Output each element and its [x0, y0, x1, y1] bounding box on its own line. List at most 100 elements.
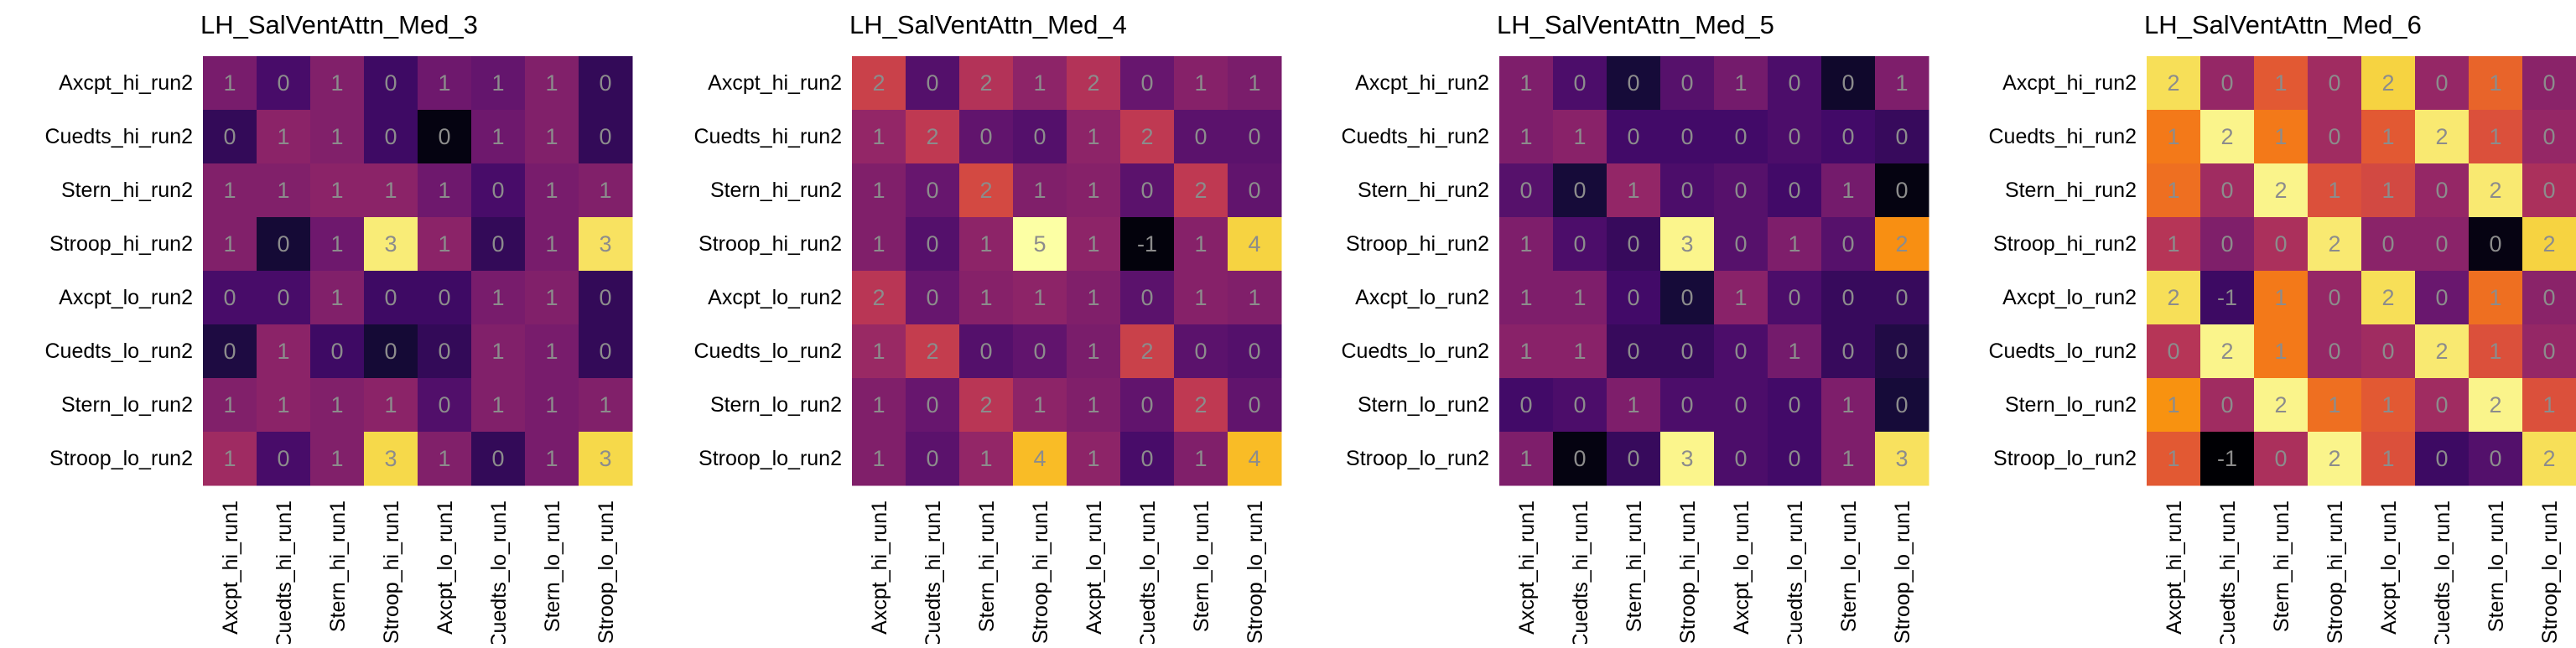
heatmap-cell — [2200, 110, 2255, 164]
cell-value-label: 0 — [1841, 231, 1854, 257]
cell-value-label: 0 — [599, 339, 611, 364]
cell-value-label: 0 — [1734, 231, 1747, 257]
heatmap-cell — [959, 217, 1014, 272]
cell-value-label: 0 — [1140, 178, 1153, 203]
y-tick-label: Axcpt_hi_run2 — [2002, 71, 2137, 95]
y-tick-label: Stern_lo_run2 — [2005, 393, 2137, 417]
heatmap-cell — [1553, 56, 1607, 111]
cell-value-label: 0 — [491, 231, 504, 257]
cell-value-label: 0 — [1573, 178, 1586, 203]
cell-value-label: 1 — [1087, 392, 1099, 417]
heatmap-cell — [1228, 163, 1282, 218]
heatmap-cell — [2361, 110, 2416, 164]
heatmap-cell — [1607, 378, 1661, 433]
cell-value-label: 2 — [2220, 339, 2233, 364]
heatmap-cell — [2254, 110, 2309, 164]
y-tick-label: Stroop_lo_run2 — [1346, 447, 1489, 470]
cell-value-label: 1 — [545, 339, 558, 364]
cell-value-label: 1 — [1033, 178, 1046, 203]
heatmap-cell — [1768, 56, 1822, 111]
cell-value-label: 1 — [1087, 285, 1099, 310]
cell-value-label: 0 — [2489, 446, 2501, 471]
heatmap-cell — [579, 217, 633, 272]
heatmap-cell — [852, 56, 906, 111]
cell-value-label: 0 — [2381, 339, 2394, 364]
cell-value-label: 0 — [1140, 285, 1153, 310]
cell-value-label: 1 — [2167, 392, 2179, 417]
cell-value-label: 1 — [979, 285, 992, 310]
cell-value-label: 0 — [491, 178, 504, 203]
cell-value-label: 0 — [2328, 285, 2340, 310]
heatmap-cell — [1013, 56, 1067, 111]
heatmap-cell — [579, 271, 633, 325]
heatmap-cell — [2522, 271, 2576, 325]
y-tick-label: Stroop_lo_run2 — [49, 447, 193, 470]
cell-value-label: 1 — [2381, 178, 2394, 203]
cell-value-label: 2 — [2328, 231, 2340, 257]
heatmap-cell — [1875, 217, 1929, 272]
y-tick-label: Cuedts_hi_run2 — [693, 125, 842, 148]
cell-value-label: 0 — [330, 339, 343, 364]
cell-value-label: 1 — [330, 178, 343, 203]
heatmap-cell — [2522, 163, 2576, 218]
cell-value-label: 1 — [223, 70, 236, 96]
x-tick-label: Cuedts_hi_run1 — [922, 500, 945, 644]
heatmap-cell — [203, 378, 257, 433]
cell-value-label: 1 — [1841, 446, 1854, 471]
heatmap-cell — [2254, 432, 2309, 486]
cell-value-label: 0 — [1627, 70, 1639, 96]
heatmap-cell — [2469, 217, 2523, 272]
cell-value-label: 2 — [1194, 178, 1207, 203]
heatmap-cell — [2254, 217, 2309, 272]
heatmap-cell — [1013, 110, 1067, 164]
heatmap-cell — [2361, 324, 2416, 379]
heatmap-cell — [1013, 324, 1067, 379]
cell-value-label: 2 — [2328, 446, 2340, 471]
cell-value-label: 2 — [1895, 231, 1908, 257]
cell-value-label: 1 — [384, 392, 397, 417]
heatmap-cell — [2200, 56, 2255, 111]
cell-value-label: 1 — [1734, 70, 1747, 96]
cell-value-label: 1 — [979, 446, 992, 471]
cell-value-label: 1 — [330, 285, 343, 310]
cell-value-label: 2 — [2167, 285, 2179, 310]
cell-value-label: 0 — [2435, 446, 2448, 471]
heatmap-cell — [525, 378, 579, 433]
cell-value-label: 0 — [926, 70, 938, 96]
y-tick-label: Axcpt_lo_run2 — [708, 286, 842, 309]
cell-value-label: 0 — [1841, 70, 1854, 96]
heatmap-cell — [310, 324, 365, 379]
heatmap-cell — [418, 324, 472, 379]
x-tick-label: Stern_hi_run1 — [2270, 500, 2293, 632]
heatmap-cell — [1768, 378, 1822, 433]
heatmap-cell — [1067, 110, 1121, 164]
cell-value-label: 1 — [223, 178, 236, 203]
heatmap-cell — [2308, 378, 2362, 433]
heatmap-cell — [1607, 324, 1661, 379]
heatmap-panel: LH_SalVentAttn_Med_5 1 0 0 0 1 0 0 1 1 1 0 0 0 0 0 0 0 0 1 0… — [1341, 10, 1929, 648]
heatmap-cell — [2522, 217, 2576, 272]
heatmap-cell — [2254, 324, 2309, 379]
y-tick-label: Cuedts_lo_run2 — [1341, 340, 1489, 363]
heatmap-cell — [906, 324, 960, 379]
heatmap-cell — [471, 110, 526, 164]
heatmap-cell — [1013, 163, 1067, 218]
x-tick-label: Stroop_hi_run1 — [1029, 500, 1052, 644]
heatmap-cell — [364, 110, 418, 164]
heatmap-cell — [364, 56, 418, 111]
heatmap-cell — [579, 56, 633, 111]
heatmap-cell — [1553, 217, 1607, 272]
cell-value-label: 1 — [1734, 285, 1747, 310]
cell-value-label: 3 — [384, 446, 397, 471]
chart-title: LH_SalVentAttn_Med_6 — [2144, 10, 2422, 39]
heatmap-cell — [2469, 378, 2523, 433]
cell-value-label: 2 — [1087, 70, 1099, 96]
cell-value-label: 0 — [1734, 178, 1747, 203]
cell-value-label: 1 — [1519, 339, 1532, 364]
cell-value-label: 1 — [2328, 392, 2340, 417]
heatmap-cell — [1067, 271, 1121, 325]
heatmap-cell — [1768, 217, 1822, 272]
cell-value-label: 0 — [1033, 124, 1046, 149]
heatmap-cell — [1067, 324, 1121, 379]
